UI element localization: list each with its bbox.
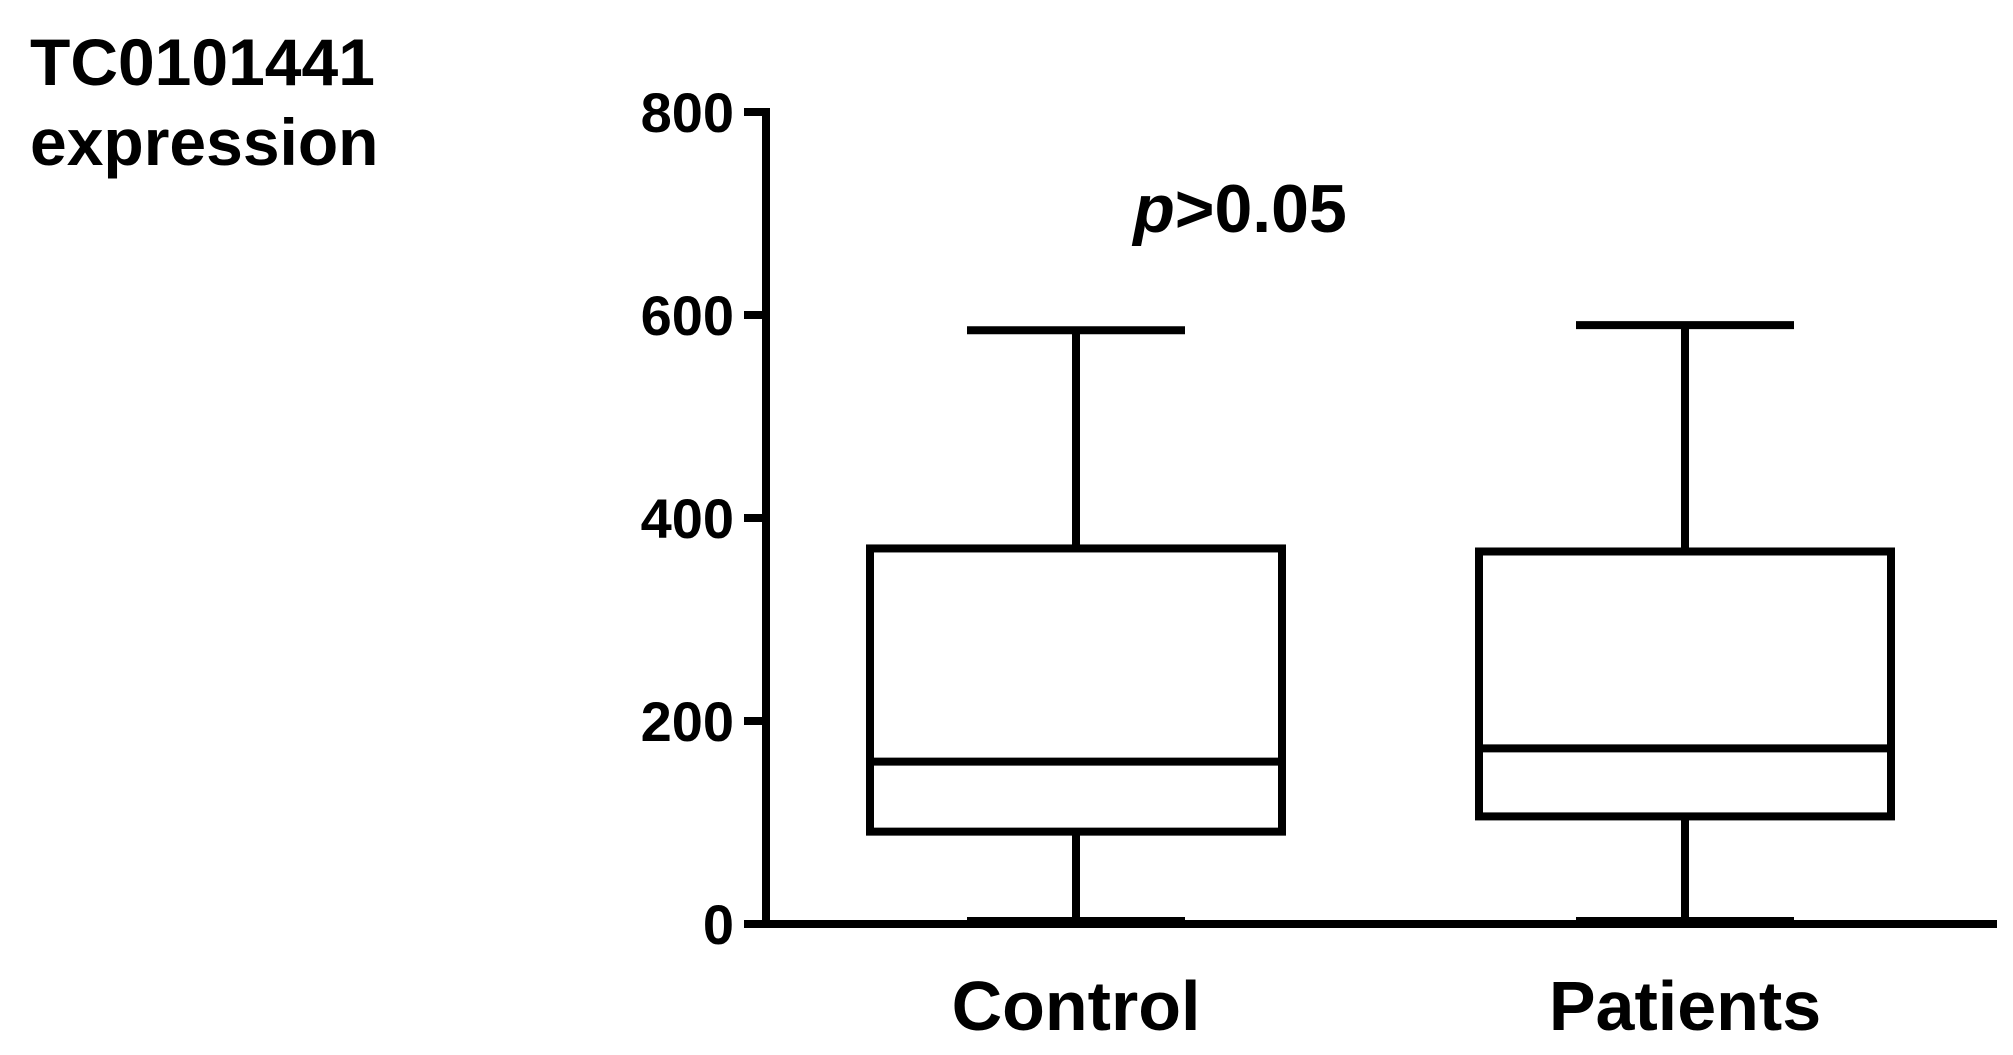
annotation: p>0.05 xyxy=(1131,171,1347,247)
y-tick-label: 200 xyxy=(641,690,734,753)
box xyxy=(866,544,1286,836)
box xyxy=(1475,547,1895,821)
y-tick-label: 800 xyxy=(641,81,734,144)
y-tick-label: 600 xyxy=(641,284,734,347)
y-axis-label: TC0101441 expression xyxy=(30,25,379,179)
x-tick-label: Control xyxy=(952,967,1201,1045)
x-tick-label: Patients xyxy=(1549,967,1821,1045)
y-tick-label: 0 xyxy=(703,893,734,956)
y-tick-label: 400 xyxy=(641,487,734,550)
